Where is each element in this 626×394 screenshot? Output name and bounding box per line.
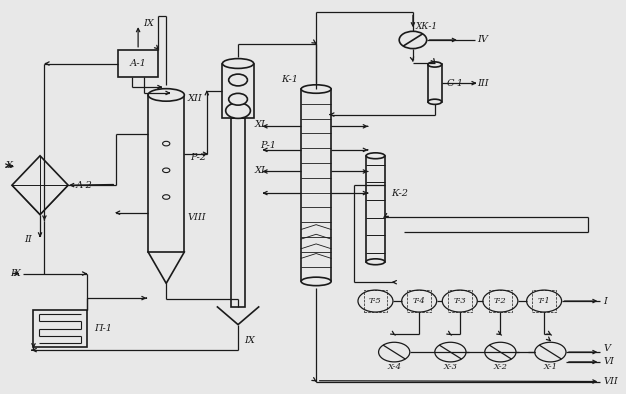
Text: X-1: X-1 (543, 363, 557, 372)
Ellipse shape (428, 62, 442, 67)
Text: К-1: К-1 (281, 75, 298, 84)
Text: I: I (603, 297, 607, 305)
Ellipse shape (366, 259, 385, 265)
Circle shape (485, 342, 516, 362)
Text: IV: IV (477, 35, 488, 45)
Ellipse shape (301, 85, 331, 93)
Circle shape (399, 31, 427, 48)
Ellipse shape (301, 277, 331, 286)
Circle shape (435, 342, 466, 362)
Text: T-3: T-3 (453, 297, 466, 305)
Text: T-1: T-1 (538, 297, 550, 305)
Ellipse shape (366, 153, 385, 159)
Text: П-1: П-1 (94, 324, 112, 333)
Bar (301, 89, 331, 281)
Ellipse shape (428, 99, 442, 104)
Bar (366, 156, 385, 262)
Ellipse shape (148, 89, 184, 101)
Text: III: III (477, 79, 489, 87)
Text: IX: IX (143, 19, 154, 28)
Bar (364, 290, 387, 312)
Text: А-2: А-2 (76, 181, 93, 190)
Text: VI: VI (603, 357, 614, 366)
Text: XI: XI (254, 120, 265, 129)
Polygon shape (12, 156, 68, 215)
Circle shape (163, 195, 170, 199)
Bar (448, 290, 471, 312)
Text: VIII: VIII (187, 213, 206, 222)
Text: T-5: T-5 (369, 297, 382, 305)
Circle shape (483, 290, 518, 312)
Text: IX: IX (244, 336, 255, 345)
Text: IX: IX (10, 269, 21, 278)
Bar (231, 119, 245, 307)
Text: X: X (6, 161, 13, 170)
Circle shape (526, 290, 562, 312)
Circle shape (226, 103, 250, 119)
Text: А-1: А-1 (130, 59, 146, 68)
Text: T-4: T-4 (413, 297, 426, 305)
Circle shape (358, 290, 393, 312)
Text: ХК-1: ХК-1 (416, 22, 438, 31)
Text: II: II (24, 234, 32, 243)
Text: Р-2: Р-2 (190, 153, 207, 162)
Text: С-1: С-1 (447, 79, 464, 87)
Text: T-2: T-2 (494, 297, 507, 305)
Bar (532, 290, 556, 312)
Circle shape (228, 74, 247, 86)
Circle shape (163, 168, 170, 173)
Text: XII: XII (187, 94, 202, 103)
Bar (118, 50, 158, 77)
Ellipse shape (222, 59, 254, 69)
Bar (222, 63, 254, 119)
Circle shape (228, 93, 247, 105)
Circle shape (163, 141, 170, 146)
Text: Р-1: Р-1 (260, 141, 276, 151)
Circle shape (535, 342, 566, 362)
Bar (488, 290, 512, 312)
Circle shape (379, 342, 410, 362)
Bar (148, 95, 184, 252)
Bar (33, 310, 86, 347)
Bar (428, 65, 442, 102)
Text: XI: XI (254, 166, 265, 175)
Circle shape (402, 290, 437, 312)
Text: К-2: К-2 (391, 189, 408, 197)
Text: X-2: X-2 (493, 363, 508, 372)
Text: VII: VII (603, 377, 618, 386)
Text: V: V (603, 344, 610, 353)
Bar (408, 290, 431, 312)
Text: X-3: X-3 (443, 363, 458, 372)
Circle shape (443, 290, 477, 312)
Text: X-4: X-4 (387, 363, 401, 372)
